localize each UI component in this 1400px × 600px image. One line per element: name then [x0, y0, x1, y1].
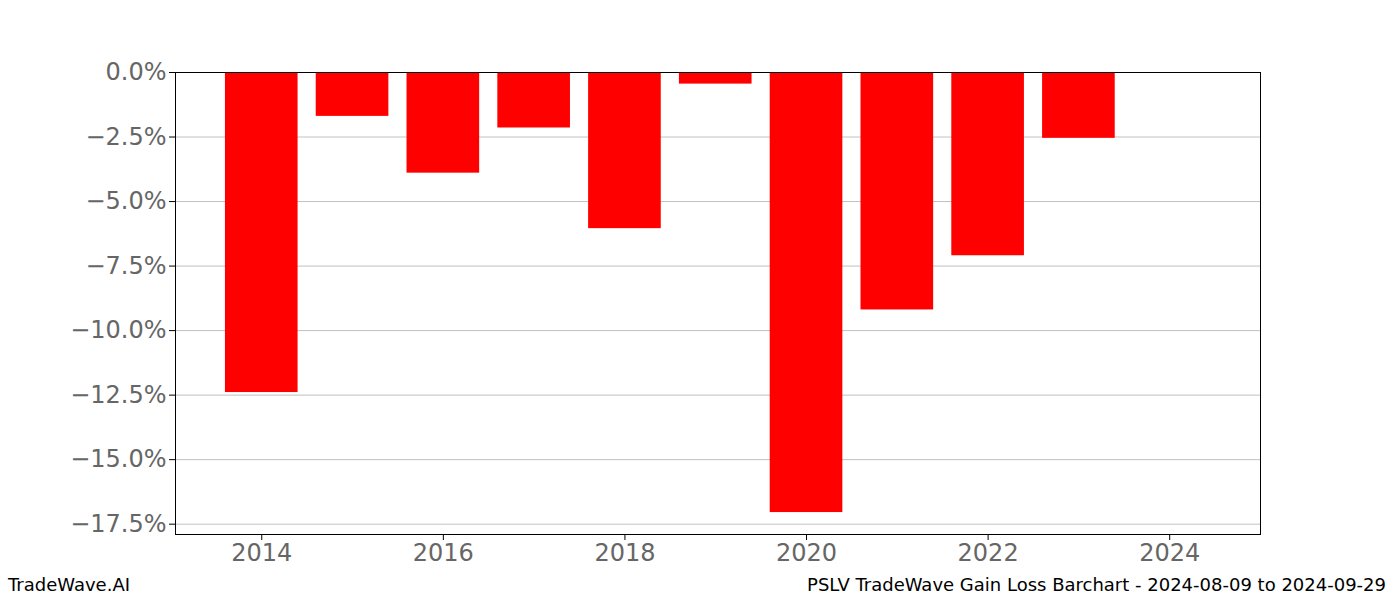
svg-text:−7.5%: −7.5%	[85, 252, 166, 280]
svg-text:0.0%: 0.0%	[106, 58, 167, 86]
svg-text:−15.0%: −15.0%	[70, 445, 166, 473]
svg-text:−12.5%: −12.5%	[70, 381, 166, 409]
svg-text:−5.0%: −5.0%	[85, 187, 166, 215]
svg-text:2018: 2018	[594, 539, 655, 567]
svg-text:2022: 2022	[958, 539, 1019, 567]
html-text:TradeWave.AI: TradeWave.AI	[8, 573, 130, 595]
svg-text:−2.5%: −2.5%	[85, 123, 166, 151]
svg-text:2016: 2016	[413, 539, 474, 567]
svg-text:2024: 2024	[1139, 539, 1200, 567]
svg-text:−10.0%: −10.0%	[70, 316, 166, 344]
svg-text:2020: 2020	[776, 539, 837, 567]
html-text:PSLV TradeWave Gain Loss Barch: PSLV TradeWave Gain Loss Barchart - 2024…	[807, 573, 1386, 595]
svg-text:−17.5%: −17.5%	[70, 510, 166, 538]
svg-text:2014: 2014	[231, 539, 292, 567]
